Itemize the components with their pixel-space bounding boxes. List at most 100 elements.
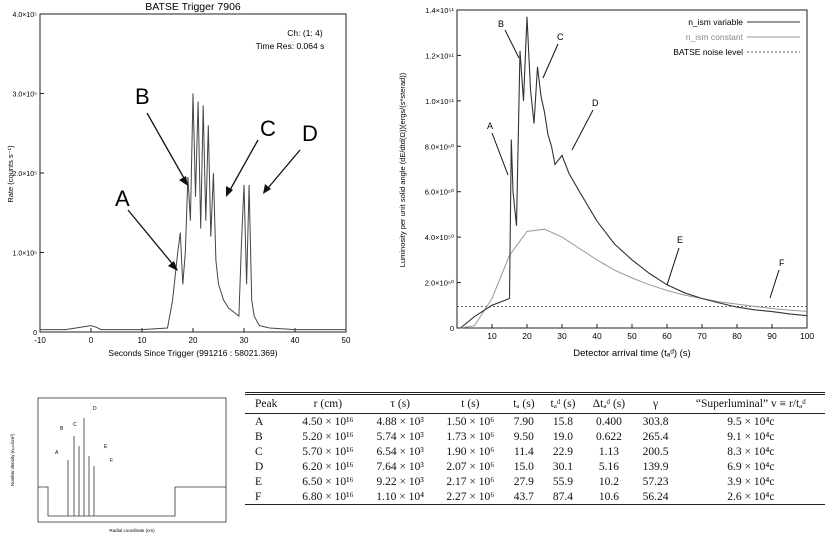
mini-ylabel: Number density (nᵢₛₘ/cm³) [10, 433, 15, 486]
table-cell: B [255, 430, 263, 443]
right-legend: n_ism variable n_ism constant BATSE nois… [673, 17, 800, 57]
right-peak-label-d: D [592, 98, 599, 108]
table-cell: 22.9 [552, 445, 574, 458]
table-cell: 265.4 [642, 430, 669, 443]
mini-peak-label-f: F [110, 458, 113, 464]
left-ytick-label: 1.0×10⁵ [12, 251, 37, 258]
left-timeres-label: Time Res: 0.064 s [256, 41, 325, 51]
mini-plot-frame [37, 397, 227, 523]
density-profile-chart: Number density (nᵢₛₘ/cm³) Radial coordin… [0, 390, 235, 550]
table-cell: 6.80 × 10¹⁶ [290, 489, 366, 505]
left-xlabel: Seconds Since Trigger (991216 : 58021.36… [108, 348, 277, 358]
right-ytick-label: 2.0×10⁵⁰ [425, 279, 454, 288]
mini-xlabel: Radial coordinate (cm) [109, 528, 155, 533]
left-ytick-label: 3.0×10⁵ [12, 92, 37, 99]
luminosity-model-svg: Detector arrival time (tₐᵈ) (s) Luminosi… [398, 6, 814, 359]
left-xtick-label: 50 [342, 336, 351, 345]
left-ytick-label: 4.0×10⁵ [12, 12, 37, 19]
left-xtick-label: -10 [34, 336, 46, 345]
right-xlabel: Detector arrival time (tₐᵈ) (s) [573, 348, 690, 359]
table-cell: 6.50 × 10¹⁶ [302, 475, 354, 488]
right-peak-label-f: F [779, 258, 785, 268]
luminosity-model-chart: Detector arrival time (tₐᵈ) (s) Luminosi… [395, 0, 830, 365]
table-row: D 6.20 × 10¹⁶ 7.64 × 10³ 2.07 × 10⁶ 15.0 30.1… [245, 459, 825, 474]
table-cell: 11.4 [514, 445, 534, 458]
mini-peak-label-a: A [55, 450, 59, 456]
right-ytick-label: 1.2×10⁵¹ [425, 51, 454, 60]
table-cell: 2.17 × 10⁶ [446, 475, 495, 488]
table-cell: 56.24 [634, 489, 677, 505]
table-cell: 303.8 [642, 415, 669, 428]
batse-lightcurve-chart: BATSE Trigger 7906 Ch: (1: 4) Time Res: … [0, 0, 380, 365]
table-cell: 5.16 [598, 460, 620, 473]
left-arrow-c [229, 139, 259, 191]
right-xtick-label: 10 [487, 331, 497, 341]
table-cell: F [245, 489, 291, 505]
right-ytick-label: 6.0×10⁵⁰ [425, 188, 454, 197]
right-xtick-label: 70 [697, 331, 707, 341]
left-xtick-label: 20 [189, 336, 198, 345]
table-row: F 6.80 × 10¹⁶ 1.10 × 10⁴ 2.27 × 10⁶ 43.7 87.4… [245, 489, 825, 505]
left-peak-label-d: D [302, 121, 318, 146]
table-cell: E [255, 475, 263, 488]
left-peak-annotations: A B C D [115, 84, 318, 271]
left-peak-label-b: B [135, 84, 150, 109]
right-peak-label-c: C [557, 32, 564, 42]
right-ytick-label: 4.0×10⁵⁰ [425, 233, 454, 242]
right-arrow-b [504, 29, 520, 59]
table-header-row: Peak r (cm) τ (s) t (s) tₐ (s) tₐᵈ (s) Δ… [245, 392, 825, 414]
left-arrowhead-c [226, 186, 233, 197]
peaks-table-container: Peak r (cm) τ (s) t (s) tₐ (s) tₐᵈ (s) Δ… [245, 392, 825, 544]
header-delta-tad: Δtₐᵈ (s) [583, 392, 635, 414]
table-cell: C [255, 445, 263, 458]
table-cell: 0.400 [596, 415, 622, 428]
header-ta: tₐ (s) [505, 392, 543, 414]
right-series-constant [460, 228, 808, 329]
legend-noise-label: BATSE noise level [673, 47, 743, 57]
table-cell: 27.9 [513, 475, 534, 488]
table-cell: 9.50 [513, 430, 534, 443]
right-ytick-label: 1.4×10⁵¹ [425, 6, 454, 15]
table-cell: 200.5 [642, 445, 669, 458]
right-xtick-label: 80 [732, 331, 742, 341]
mini-peak-label-c: C [73, 422, 77, 428]
table-cell: 43.7 [505, 489, 543, 505]
right-arrow-d [571, 109, 594, 151]
mini-peak-labels: A B C D E F [55, 406, 113, 464]
table-cell: 7.90 [513, 415, 534, 428]
right-peak-label-b: B [498, 19, 504, 29]
left-series-line [40, 93, 346, 331]
table-cell: 30.1 [552, 460, 574, 473]
table-cell: 4.50 × 10¹⁶ [302, 415, 354, 428]
header-tau: τ (s) [365, 392, 436, 414]
header-r: r (cm) [290, 392, 366, 414]
right-arrow-a [491, 132, 509, 176]
left-chart-title: BATSE Trigger 7906 [145, 1, 241, 13]
table-cell: D [255, 460, 264, 473]
left-arrowhead-a [168, 261, 178, 271]
header-superluminal: “Superluminal” v ≡ r/tₐᵈ [676, 392, 825, 414]
table-cell: 1.50 × 10⁶ [446, 415, 495, 428]
table-cell: 7.64 × 10³ [376, 460, 424, 473]
header-tad: tₐᵈ (s) [542, 392, 584, 414]
table-cell: 1.13 [598, 445, 620, 458]
table-cell: 5.74 × 10³ [376, 430, 424, 443]
left-peak-label-c: C [260, 116, 276, 141]
right-arrow-f [769, 269, 780, 299]
left-xtick-label: 10 [138, 336, 147, 345]
left-peak-label-a: A [115, 186, 130, 211]
left-xtick-label: 30 [240, 336, 249, 345]
table-cell: 9.5 × 10⁴c [727, 415, 775, 428]
right-arrow-c [542, 43, 559, 79]
table-cell: 3.9 × 10⁴c [727, 475, 775, 488]
table-cell: 6.20 × 10¹⁶ [302, 460, 354, 473]
legend-variable-label: n_ism variable [688, 17, 743, 27]
left-ytick-label: 0 [33, 330, 37, 337]
table-cell: 5.70 × 10¹⁶ [302, 445, 354, 458]
right-xtick-label: 30 [557, 331, 567, 341]
table-cell: 87.4 [542, 489, 584, 505]
header-gamma: γ [634, 392, 677, 414]
mini-peak-label-b: B [60, 426, 64, 432]
mini-peak-label-d: D [93, 406, 97, 412]
table-cell: 1.10 × 10⁴ [365, 489, 436, 505]
